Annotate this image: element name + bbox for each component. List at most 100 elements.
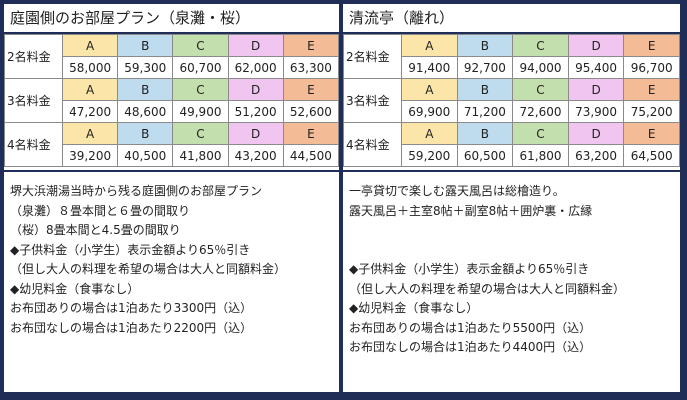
note-line: （但し大人の料理を希望の場合は大人と同額料金）	[10, 262, 287, 276]
category-cell: C	[512, 78, 569, 101]
category-row: 2名料金 A B C D E	[4, 34, 340, 79]
note-line: ◆子供料金（小学生）表示金額より65％引き	[10, 242, 251, 257]
price-row: 91,400 92,700 94,000 95,400 96,700	[344, 56, 680, 79]
price-cell: 61,800	[512, 144, 569, 167]
category-cell: E	[282, 122, 340, 145]
price-cell: 63,300	[282, 56, 340, 79]
category-row: 4名料金 A B C D E	[343, 122, 680, 167]
category-cell: D	[567, 34, 625, 57]
note-line: ◆幼児料金（食事なし）	[10, 281, 140, 296]
price-cell: 43,200	[227, 144, 284, 167]
price-cell: 39,200	[61, 144, 119, 167]
note-line: 堺大浜潮湯当時から残る庭園側のお部屋プラン	[10, 184, 263, 198]
garden-side-panel: 庭園側のお部屋プラン（泉灘・桜） 2名料金 A B C D E 58,000 5…	[4, 4, 340, 392]
price-cell: 94,000	[512, 56, 569, 79]
category-row: 3名料金 A B C D E	[343, 78, 680, 123]
section-divider	[4, 170, 339, 172]
price-cell: 40,500	[117, 144, 174, 167]
note-line: お布団なしの場合は1泊あたり4400円（込）	[349, 340, 592, 354]
category-cell: B	[117, 34, 174, 57]
category-cell: E	[623, 78, 680, 101]
category-cell: E	[623, 34, 680, 57]
price-table: 2名料金 A B C D E 58,000 59,300 60,700 62,0…	[4, 34, 340, 167]
price-cell: 69,900	[401, 100, 458, 123]
note-line: （桜）8畳本間と4.5畳の間取り	[10, 223, 181, 237]
price-cell: 64,500	[623, 144, 680, 167]
category-cell: E	[623, 122, 680, 145]
price-cell: 63,200	[567, 144, 625, 167]
price-row: 39,200 40,500 41,800 43,200 44,500	[5, 144, 340, 167]
category-row: 2名料金 A B C D E	[343, 34, 680, 79]
seiryutei-panel: 清流亭（離れ） 2名料金 A B C D E 91,400 92,700 94,…	[343, 4, 680, 392]
group-label: 4名料金	[343, 122, 402, 167]
price-cell: 72,600	[512, 100, 569, 123]
plan-notes: 堺大浜潮湯当時から残る庭園側のお部屋プラン （泉灘）８畳本間と６畳の間取り （桜…	[4, 172, 339, 338]
price-row: 59,200 60,500 61,800 63,200 64,500	[344, 144, 680, 167]
note-line: （泉灘）８畳本間と６畳の間取り	[10, 203, 191, 218]
category-cell: D	[567, 122, 625, 145]
group-label: 4名料金	[4, 122, 63, 167]
category-cell: B	[117, 78, 174, 101]
note-line	[349, 241, 680, 261]
price-cell: 62,000	[227, 56, 284, 79]
price-cell: 95,400	[567, 56, 625, 79]
price-row: 69,900 71,200 72,600 73,900 75,200	[344, 100, 680, 123]
category-cell: A	[61, 78, 119, 101]
price-row: 47,200 48,600 49,900 51,200 52,600	[5, 100, 340, 123]
price-row: 58,000 59,300 60,700 62,000 63,300	[5, 56, 340, 79]
note-line: お布団ありの場合は1泊あたり3300円（込）	[10, 301, 253, 315]
group-label: 3名料金	[4, 78, 63, 123]
category-cell: D	[567, 78, 625, 101]
price-cell: 59,300	[117, 56, 174, 79]
price-cell: 92,700	[456, 56, 514, 79]
category-cell: D	[227, 122, 284, 145]
price-cell: 91,400	[401, 56, 458, 79]
price-cell: 59,200	[401, 144, 458, 167]
category-cell: C	[172, 78, 229, 101]
category-cell: A	[401, 78, 458, 101]
note-line: ◆幼児料金（食事なし）	[349, 301, 479, 315]
price-cell: 44,500	[282, 144, 340, 167]
note-line	[349, 221, 680, 241]
category-cell: C	[172, 122, 229, 145]
price-cell: 52,600	[282, 100, 340, 123]
plan-notes: 一亭貸切で楽しむ露天風呂は総檜造り。 露天風呂＋主室8帖＋副室8帖＋囲炉裏・広縁…	[343, 172, 680, 358]
price-cell: 60,500	[456, 144, 514, 167]
section-divider	[343, 170, 680, 172]
note-line: 露天風呂＋主室8帖＋副室8帖＋囲炉裏・広縁	[349, 203, 593, 218]
group-label: 3名料金	[343, 78, 402, 123]
category-cell: B	[456, 34, 514, 57]
note-line: 一亭貸切で楽しむ露天風呂は総檜造り。	[349, 184, 565, 198]
price-cell: 51,200	[227, 100, 284, 123]
price-cell: 71,200	[456, 100, 514, 123]
category-cell: C	[172, 34, 229, 57]
panel-title: 庭園側のお部屋プラン（泉灘・桜）	[4, 4, 339, 34]
price-cell: 58,000	[61, 56, 119, 79]
group-label: 2名料金	[4, 34, 63, 79]
category-row: 4名料金 A B C D E	[4, 122, 340, 167]
category-cell: B	[456, 122, 514, 145]
panel-title: 清流亭（離れ）	[343, 4, 680, 34]
note-line: お布団ありの場合は1泊あたり5500円（込）	[349, 320, 592, 335]
note-line: お布団なしの場合は1泊あたり2200円（込）	[10, 320, 253, 335]
category-cell: D	[227, 34, 284, 57]
category-cell: A	[61, 122, 119, 145]
category-cell: B	[117, 122, 174, 145]
category-cell: E	[282, 78, 340, 101]
price-cell: 47,200	[61, 100, 119, 123]
price-cell: 48,600	[117, 100, 174, 123]
category-cell: E	[282, 34, 340, 57]
note-line: ◆子供料金（小学生）表示金額より65％引き	[349, 262, 590, 276]
category-cell: C	[512, 122, 569, 145]
price-cell: 41,800	[172, 144, 229, 167]
category-cell: A	[61, 34, 119, 57]
price-cell: 75,200	[623, 100, 680, 123]
price-table: 2名料金 A B C D E 91,400 92,700 94,000 95,4…	[343, 34, 680, 167]
category-cell: A	[401, 34, 458, 57]
category-cell: D	[227, 78, 284, 101]
price-cell: 49,900	[172, 100, 229, 123]
price-cell: 73,900	[567, 100, 625, 123]
price-cell: 96,700	[623, 56, 680, 79]
category-cell: A	[401, 122, 458, 145]
category-cell: B	[456, 78, 514, 101]
